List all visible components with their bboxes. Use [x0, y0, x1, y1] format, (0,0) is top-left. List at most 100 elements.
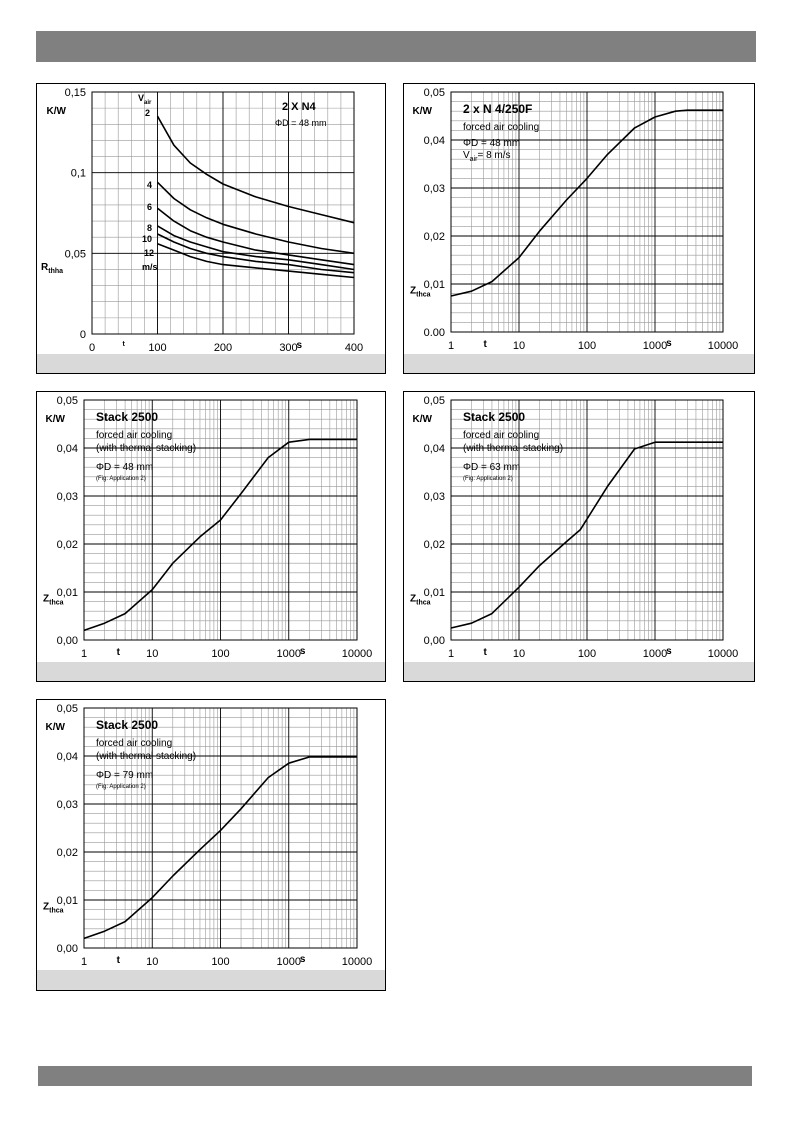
footer-bar	[38, 1066, 752, 1086]
y-tick-label: 0,01	[424, 279, 445, 291]
series-line	[450, 441, 723, 629]
y-tick-label: 0,05	[57, 395, 78, 407]
chart-note: ΦD = 63 mm	[463, 462, 520, 473]
panel-footer	[37, 354, 385, 373]
chart-zthca-stack-79mm: 1 10 100 1000 10000 0,00 0,01 0,02 0,03 0,04 0,05 K…	[43, 703, 373, 968]
y-tick-label: 0,1	[71, 168, 86, 180]
y-tick-label: 0,01	[57, 587, 78, 599]
x-tick-label: 0	[89, 342, 95, 354]
x-unit-label: s	[666, 338, 672, 349]
chart-note: ΦD = 48 mm	[96, 462, 153, 473]
series-label: 10	[142, 234, 152, 244]
chart-panel-rthha: 0 100 200 300 400 0 0,05 0,1 0,15 K/W Rthha t s 2 X N…	[36, 83, 386, 374]
x-tick-label: 1000	[643, 340, 667, 352]
x-tick-label: 10000	[342, 956, 373, 968]
y-axis-symbol: Zthca	[410, 286, 431, 299]
y-tick-label: 0,02	[57, 847, 78, 859]
panel-footer	[404, 354, 754, 373]
chart-note: forced air cooling	[463, 430, 539, 441]
x-tick-label: 1000	[643, 648, 667, 660]
chart-note: ΦD = 79 mm	[96, 770, 153, 781]
x-axis-symbol: t	[117, 647, 121, 658]
chart-note-small: (Fig: Application 2)	[96, 784, 146, 790]
series-label: 12	[144, 248, 154, 258]
y-tick-label: 0,03	[424, 183, 445, 195]
series-line	[157, 207, 355, 266]
chart-note: ΦD = 48 mm	[463, 138, 520, 149]
x-tick-label: 10	[146, 956, 158, 968]
x-unit-label: s	[300, 954, 306, 965]
chart-title: Stack 2500	[96, 718, 158, 732]
series-line	[450, 109, 723, 297]
x-tick-label: 100	[211, 956, 229, 968]
y-axis-symbol: Zthca	[410, 594, 431, 607]
series-line	[83, 438, 357, 632]
y-tick-label: 0,03	[57, 799, 78, 811]
y-tick-label: 0,05	[57, 703, 78, 715]
chart-rthha-vs-time: 0 100 200 300 400 0 0,05 0,1 0,15 K/W Rthha t s 2 X N…	[41, 87, 363, 354]
x-unit-label: s	[296, 340, 302, 351]
x-axis-symbol: t	[117, 955, 121, 966]
series-line	[157, 233, 355, 274]
y-unit-label: K/W	[413, 414, 433, 425]
chart-panel-stack-79: 1 10 100 1000 10000 0,00 0,01 0,02 0,03 0,04 0,05 K…	[36, 699, 386, 991]
x-tick-label: 100	[578, 340, 596, 352]
chart-panel-stack-63: 1 10 100 1000 10000 0,00 0,01 0,02 0,03 0,04 0,05 K…	[403, 391, 755, 682]
x-unit-label: s	[666, 646, 672, 657]
x-tick-label: 10	[513, 648, 525, 660]
x-tick-label: 10000	[708, 648, 739, 660]
series-line	[156, 115, 355, 224]
x-tick-label: 1	[81, 956, 87, 968]
plot-frame	[91, 91, 355, 335]
y-tick-label: 0,01	[424, 587, 445, 599]
x-tick-label: 400	[345, 342, 363, 354]
series-line	[157, 225, 355, 271]
y-tick-label: 0,05	[65, 248, 86, 260]
series-label: 6	[147, 202, 152, 212]
chart-note: ΦD = 48 mm	[275, 118, 326, 128]
series-line	[83, 756, 357, 940]
chart-note-vair: Vair= 8 m/s	[463, 150, 511, 163]
x-tick-label: 1	[81, 648, 87, 660]
x-tick-label: 10	[513, 340, 525, 352]
panel-footer	[37, 662, 385, 681]
x-tick-label: 1	[448, 340, 454, 352]
x-tick-label: 100	[578, 648, 596, 660]
panel-footer	[404, 662, 754, 681]
y-tick-label: 0,04	[57, 443, 78, 455]
y-tick-label: 0,04	[424, 443, 445, 455]
series-label: 2	[145, 108, 150, 118]
chart-note: forced air cooling	[96, 738, 172, 749]
y-tick-label: 0,00	[424, 635, 445, 647]
y-unit-label: K/W	[46, 722, 66, 733]
y-tick-label: 0,02	[424, 539, 445, 551]
x-tick-label: 300	[279, 342, 297, 354]
y-tick-label: 0	[80, 329, 86, 341]
chart-panel-stack-48: 1 10 100 1000 10000 0,00 0,01 0,02 0,03 0,04 0,05 K…	[36, 391, 386, 682]
y-tick-label: 0,01	[57, 895, 78, 907]
x-unit-label: s	[300, 646, 306, 657]
y-tick-label: 0,05	[424, 87, 445, 99]
chart-note: (with thermal stacking)	[463, 443, 563, 454]
x-tick-label: 100	[148, 342, 166, 354]
series-label: 8	[147, 223, 152, 233]
chart-panel-2xn4-250f: 1 10 100 1000 10000 0.00 0,01 0,02 0,03 0,04 0,05 K…	[403, 83, 755, 374]
legend-footer: m/s	[142, 262, 158, 272]
chart-zthca-stack-48mm: 1 10 100 1000 10000 0,00 0,01 0,02 0,03 0,04 0,05 K…	[43, 395, 373, 660]
chart-note: (with thermal stacking)	[96, 751, 196, 762]
grid	[450, 399, 724, 641]
chart-title: Stack 2500	[96, 410, 158, 424]
y-tick-label: 0,04	[57, 751, 78, 763]
y-tick-label: 0,02	[57, 539, 78, 551]
y-axis-symbol: Zthca	[43, 902, 64, 915]
x-tick-label: 200	[214, 342, 232, 354]
x-tick-label: 10000	[342, 648, 373, 660]
chart-title: Stack 2500	[463, 410, 525, 424]
chart-zthca-stack-63mm: 1 10 100 1000 10000 0,00 0,01 0,02 0,03 0,04 0,05 K…	[410, 395, 739, 660]
x-tick-label: 10	[146, 648, 158, 660]
chart-title: 2 X N4	[282, 101, 317, 113]
series-line	[157, 242, 355, 279]
x-axis-symbol: t	[483, 339, 487, 350]
series-line	[156, 181, 355, 255]
y-unit-label: K/W	[413, 106, 433, 117]
